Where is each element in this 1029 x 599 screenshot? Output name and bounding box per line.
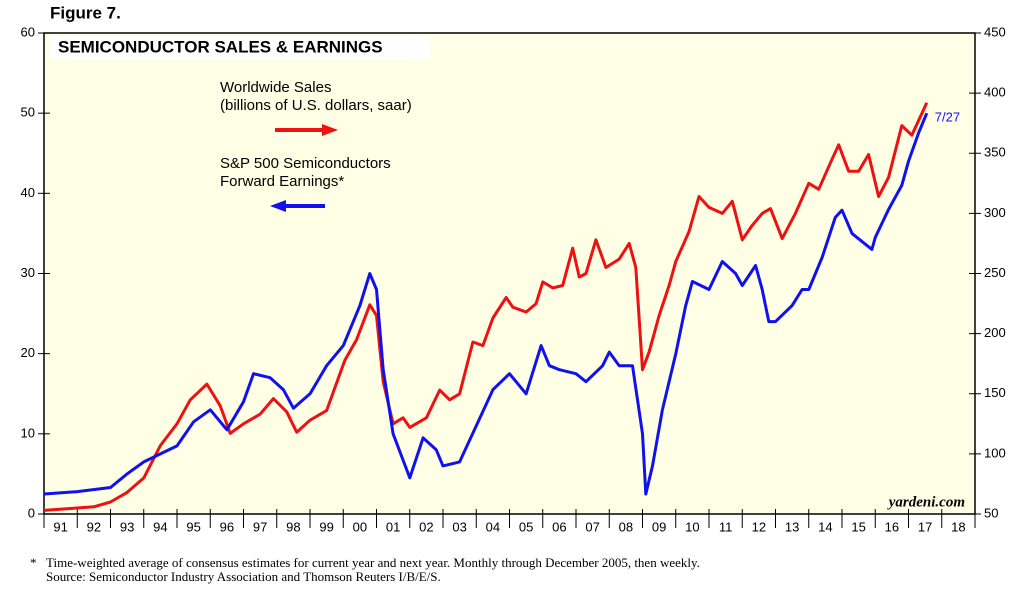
y-tick-label: 50 xyxy=(21,105,35,120)
x-tick-label: 06 xyxy=(552,519,566,534)
end-label: 7/27 xyxy=(935,110,960,125)
x-tick-label: 01 xyxy=(386,519,400,534)
x-tick-label: 94 xyxy=(153,519,167,534)
plot-area xyxy=(43,32,976,515)
series-line xyxy=(43,102,929,512)
x-tick-label: 02 xyxy=(419,519,433,534)
x-tick-label: 97 xyxy=(253,519,267,534)
x-tick-label: 93 xyxy=(120,519,134,534)
x-tick-label: 16 xyxy=(885,519,899,534)
footnote: Time-weighted average of consensus estim… xyxy=(46,555,700,570)
legend-label: Worldwide Sales xyxy=(220,79,331,96)
x-tick-label: 95 xyxy=(186,519,200,534)
y-tick-label: 0 xyxy=(28,505,35,520)
legend-label: (billions of U.S. dollars, saar) xyxy=(220,97,412,114)
x-tick-label: 12 xyxy=(752,519,766,534)
x-tick-label: 13 xyxy=(785,519,799,534)
y2-tick-label: 400 xyxy=(984,85,1006,100)
x-tick-label: 10 xyxy=(685,519,699,534)
x-tick-label: 91 xyxy=(53,519,67,534)
x-tick-label: 15 xyxy=(851,519,865,534)
x-tick-label: 05 xyxy=(519,519,533,534)
x-tick-label: 98 xyxy=(286,519,300,534)
legend-arrowhead xyxy=(322,124,338,136)
legend-label: S&P 500 Semiconductors xyxy=(220,155,391,172)
x-tick-label: 14 xyxy=(818,519,832,534)
x-tick-label: 92 xyxy=(87,519,101,534)
figure-label: Figure 7. xyxy=(50,3,121,22)
legend-arrowhead xyxy=(270,200,286,212)
source: Source: Semiconductor Industry Associati… xyxy=(46,569,441,584)
y2-tick-label: 100 xyxy=(984,445,1006,460)
y2-tick-label: 50 xyxy=(984,505,998,520)
y2-tick-label: 250 xyxy=(984,265,1006,280)
x-tick-label: 07 xyxy=(585,519,599,534)
x-tick-label: 18 xyxy=(951,519,965,534)
y-tick-label: 40 xyxy=(21,185,35,200)
series-line xyxy=(43,112,929,496)
y2-tick-label: 200 xyxy=(984,325,1006,340)
legend-label: Forward Earnings* xyxy=(220,173,344,190)
footnote-mark: * xyxy=(30,555,37,570)
x-tick-label: 96 xyxy=(220,519,234,534)
x-tick-label: 11 xyxy=(719,519,733,534)
y2-tick-label: 450 xyxy=(984,24,1006,39)
watermark: yardeni.com xyxy=(887,494,965,510)
y-tick-label: 60 xyxy=(21,24,35,39)
x-tick-label: 04 xyxy=(486,519,500,534)
y-tick-label: 30 xyxy=(21,265,35,280)
y-tick-label: 20 xyxy=(21,345,35,360)
y2-tick-label: 350 xyxy=(984,145,1006,160)
title-box xyxy=(50,36,430,60)
x-tick-label: 99 xyxy=(319,519,333,534)
x-tick-label: 08 xyxy=(619,519,633,534)
x-tick-label: 03 xyxy=(452,519,466,534)
x-tick-label: 17 xyxy=(918,519,932,534)
y2-tick-label: 150 xyxy=(984,385,1006,400)
y2-tick-label: 300 xyxy=(984,205,1006,220)
chart-title: SEMICONDUCTOR SALES & EARNINGS xyxy=(58,37,383,56)
y-tick-label: 10 xyxy=(21,425,35,440)
x-tick-label: 00 xyxy=(353,519,367,534)
x-tick-label: 09 xyxy=(652,519,666,534)
